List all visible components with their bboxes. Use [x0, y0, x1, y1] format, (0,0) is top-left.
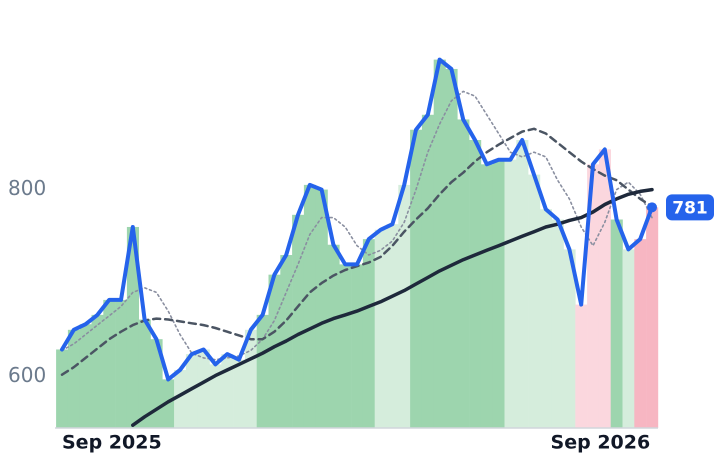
last-value-label: 781 — [672, 198, 708, 218]
price-band — [421, 114, 434, 429]
price-band — [67, 329, 80, 428]
price-band — [433, 59, 446, 429]
price-band — [610, 219, 623, 428]
price-band — [563, 249, 576, 428]
price-band — [374, 229, 387, 428]
x-tick-label: Sep 2025 — [62, 432, 162, 454]
price-band — [362, 239, 375, 428]
price-band — [185, 354, 198, 428]
price-band — [398, 184, 411, 428]
price-band — [457, 119, 470, 428]
price-band — [587, 164, 600, 428]
price-band — [634, 239, 647, 428]
price-band — [339, 264, 352, 428]
series-line — [60, 57, 654, 382]
price-band — [233, 359, 246, 428]
price-band — [268, 274, 281, 428]
price-band — [480, 164, 493, 428]
price-band — [56, 349, 69, 428]
last-value-pill — [666, 194, 714, 221]
series-line — [131, 187, 654, 427]
price-band — [410, 129, 423, 429]
price-band — [575, 304, 588, 428]
price-band — [174, 370, 187, 428]
price-band — [315, 189, 328, 428]
price-band — [469, 140, 482, 428]
price-band — [244, 329, 257, 428]
price-band — [539, 209, 552, 428]
price-band — [138, 319, 151, 428]
y-tick-label: 800 — [8, 176, 46, 200]
price-band — [79, 324, 92, 428]
price-band — [528, 174, 541, 428]
price-band — [646, 207, 659, 428]
price-band — [622, 249, 635, 428]
price-band — [197, 349, 210, 428]
price-band — [445, 68, 458, 429]
series-line — [61, 90, 653, 361]
price-band — [126, 226, 139, 428]
y-tick-label: 600 — [8, 363, 46, 387]
last-point — [647, 202, 657, 213]
x-tick-label: Sep 2026 — [551, 432, 651, 454]
price-band — [303, 184, 316, 428]
price-band — [504, 159, 517, 428]
price-band — [256, 314, 269, 428]
price-band — [598, 149, 611, 428]
price-band — [221, 354, 234, 428]
price-band — [516, 140, 529, 428]
price-band — [327, 244, 340, 428]
price-band — [91, 314, 104, 428]
price-band — [103, 299, 116, 428]
price-band — [292, 214, 305, 428]
price-band — [351, 264, 364, 428]
price-band — [386, 224, 399, 428]
price-band — [492, 159, 505, 428]
price-band — [209, 364, 222, 428]
price-band — [551, 219, 564, 428]
price-band — [115, 299, 128, 428]
